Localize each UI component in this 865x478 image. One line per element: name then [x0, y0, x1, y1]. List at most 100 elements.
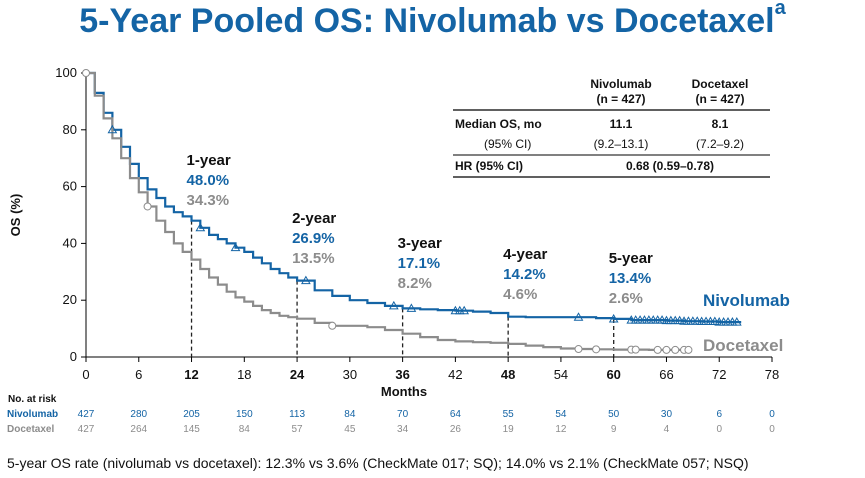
- x-tick-label-0: 0: [82, 367, 89, 382]
- landmark-doce-36: 8.2%: [398, 275, 432, 292]
- x-tick-label-42: 42: [448, 367, 462, 382]
- y-tick-label-100: 100: [55, 65, 77, 80]
- x-tick-label-60: 60: [606, 367, 620, 382]
- x-tick-label-54: 54: [554, 367, 568, 382]
- risk-docetaxel-12: 145: [183, 424, 200, 435]
- censor-nivolumab-30: [709, 316, 720, 325]
- x-tick-label-36: 36: [395, 367, 409, 382]
- censor-nivolumab-1: [195, 222, 206, 232]
- risk-docetaxel-54: 12: [555, 424, 567, 435]
- landmark-year-48: 4-year: [503, 246, 547, 263]
- landmark-year-60: 5-year: [609, 250, 653, 267]
- landmark-doce-48: 4.6%: [503, 286, 537, 303]
- x-tick-label-18: 18: [237, 367, 251, 382]
- risk-values-docetaxel: 427 264 145 84 57 45 34 26 19 12 9 4 0 0: [78, 424, 776, 435]
- censor-nivolumab-2: [230, 242, 241, 252]
- risk-nivolumab-30: 84: [344, 409, 356, 420]
- risk-label-docetaxel: Docetaxel: [7, 424, 54, 435]
- landmark-year-36: 3-year: [398, 235, 442, 252]
- risk-nivolumab-18: 150: [236, 409, 253, 420]
- stats-row1-v1: 11.1: [610, 117, 633, 131]
- censor-nivolumab-18: [657, 315, 667, 324]
- landmark-doce-24: 13.5%: [292, 250, 335, 267]
- risk-docetaxel-66: 4: [664, 424, 670, 435]
- landmark-nivo-36: 17.1%: [398, 255, 441, 272]
- x-tick-label-48: 48: [501, 367, 515, 382]
- y-axis-label: OS (%): [8, 194, 23, 237]
- stats-col1-n: (n = 427): [596, 92, 645, 106]
- risk-docetaxel-72: 0: [716, 424, 722, 435]
- censor-nivolumab-10: [608, 313, 619, 323]
- risk-nivolumab-12: 205: [183, 409, 200, 420]
- stats-table: Nivolumab (n = 427) Docetaxel (n = 427) …: [453, 77, 770, 178]
- risk-docetaxel-24: 57: [292, 424, 304, 435]
- risk-docetaxel-18: 84: [239, 424, 251, 435]
- y-tick-label-80: 80: [63, 122, 77, 137]
- landmark-nivo-48: 14.2%: [503, 266, 546, 283]
- risk-nivolumab-60: 50: [608, 409, 620, 420]
- risk-docetaxel-36: 34: [397, 424, 409, 435]
- censor-docetaxel-11: [684, 345, 693, 354]
- risk-nivolumab-66: 30: [661, 409, 673, 420]
- y-tick-label-20: 20: [63, 292, 77, 307]
- risk-nivolumab-36: 70: [397, 409, 409, 420]
- censor-docetaxel-4: [592, 345, 601, 354]
- censor-docetaxel-3: [574, 345, 583, 354]
- censor-marks: [82, 69, 742, 354]
- censor-nivolumab-3: [301, 275, 311, 285]
- y-tick-label-0: 0: [70, 349, 77, 364]
- x-tick-label-66: 66: [659, 367, 673, 382]
- survival-curves: [86, 71, 742, 351]
- stats-row2-v1: (9.2–13.1): [594, 137, 649, 151]
- landmark-doce-12: 34.3%: [187, 192, 230, 209]
- risk-label-nivolumab: Nivolumab: [7, 409, 58, 420]
- censor-nivolumab-8: [459, 305, 470, 315]
- risk-docetaxel-42: 26: [450, 424, 462, 435]
- censor-docetaxel-8: [662, 345, 671, 354]
- x-tick-label-12: 12: [184, 367, 198, 382]
- risk-nivolumab-6: 280: [130, 409, 147, 420]
- censor-docetaxel-7: [653, 345, 662, 354]
- censor-nivolumab-0: [107, 124, 118, 134]
- landmark-nivo-24: 26.9%: [292, 230, 335, 247]
- curve-nivolumab: [86, 71, 742, 324]
- risk-nivolumab-24: 113: [289, 409, 305, 420]
- series-label-nivolumab: Nivolumab: [703, 291, 790, 310]
- censor-docetaxel-1: [143, 202, 152, 211]
- risk-title: No. at risk: [8, 394, 57, 405]
- censor-docetaxel-9: [671, 345, 680, 354]
- censor-nivolumab-22: [674, 315, 685, 325]
- risk-docetaxel-60: 9: [611, 424, 617, 435]
- x-tick-label-30: 30: [343, 367, 357, 382]
- censor-nivolumab-5: [406, 303, 417, 312]
- x-ticks: 0 6 12 18 24 30 36 42 48 54 60 66 72 78: [82, 357, 779, 382]
- risk-nivolumab-54: 54: [555, 409, 567, 420]
- x-tick-label-6: 6: [135, 367, 142, 382]
- censor-docetaxel-0: [82, 69, 90, 77]
- y-ticks: 0 20 40 60 80 100: [55, 65, 86, 364]
- series-label-docetaxel: Docetaxel: [703, 336, 783, 355]
- stats-col1-name: Nivolumab: [590, 77, 651, 91]
- risk-docetaxel-48: 19: [503, 424, 515, 435]
- title-superscript: a: [774, 0, 786, 19]
- stats-row1-v2: 8.1: [712, 117, 729, 131]
- stats-row2-v2: (7.2–9.2): [696, 137, 744, 151]
- risk-nivolumab-78: 0: [769, 409, 775, 420]
- landmark-year-12: 1-year: [187, 152, 231, 169]
- stats-row1-label: Median OS, mo: [455, 117, 542, 131]
- y-tick-label-60: 60: [63, 179, 77, 194]
- landmark-nivo-60: 13.4%: [609, 270, 652, 287]
- footnote: 5-year OS rate (nivolumab vs docetaxel):…: [7, 455, 749, 471]
- stats-row3-label: HR (95% CI): [455, 159, 523, 173]
- risk-docetaxel-6: 264: [130, 424, 147, 435]
- y-tick-label-40: 40: [63, 235, 77, 250]
- stats-row3-value: 0.68 (0.59–0.78): [626, 159, 714, 173]
- landmark-year-24: 2-year: [292, 210, 336, 227]
- censor-nivolumab-9: [573, 312, 584, 321]
- risk-nivolumab-72: 6: [716, 409, 722, 420]
- x-tick-label-78: 78: [765, 367, 779, 382]
- curve-docetaxel: [86, 71, 689, 351]
- risk-nivolumab-48: 55: [503, 409, 515, 420]
- censor-docetaxel-2: [328, 321, 337, 330]
